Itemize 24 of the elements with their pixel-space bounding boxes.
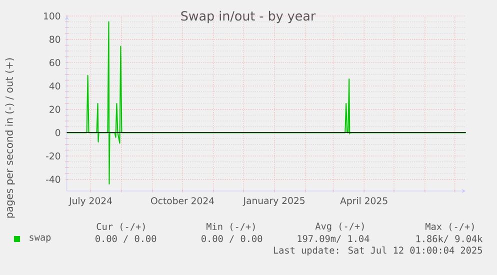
y-tick-label: 20 — [50, 106, 60, 113]
text: 0.00 / 0.00 — [202, 235, 262, 243]
text: 0.00 / 0.00 — [96, 235, 156, 243]
y-tick-label: 40 — [49, 82, 60, 90]
y-tick-label: 0 — [55, 129, 60, 136]
text: Cur (-/+) — [96, 222, 145, 232]
chart-title: Swap in/out - by year — [181, 10, 316, 24]
y-tick-label: -40 — [46, 176, 60, 183]
y-tick-label: -20 — [46, 152, 60, 160]
text: Avg (-/+) — [315, 222, 364, 232]
x-tick-label: April 2025 — [340, 197, 388, 206]
text: Last update: Sat Jul 12 01:00:04 2025 — [274, 246, 482, 256]
legend-label: swap — [30, 235, 51, 243]
text: 1.86k/ 9.04k — [416, 235, 483, 243]
y-axis-title: pages per second in (-) / out (+) — [5, 58, 15, 218]
x-tick-label: July 2024 — [68, 197, 112, 206]
x-tick-label: October 2024 — [151, 197, 214, 204]
text: 197.09m/ 1.04 — [298, 235, 370, 243]
y-tick-label: 60 — [50, 59, 60, 66]
text: Min (-/+) — [206, 222, 255, 232]
y-tick-label: 80 — [50, 36, 60, 43]
x-tick-label: January 2025 — [242, 197, 305, 206]
text: Max (-/+) — [426, 222, 474, 232]
y-tick-label: 100 — [44, 12, 60, 20]
